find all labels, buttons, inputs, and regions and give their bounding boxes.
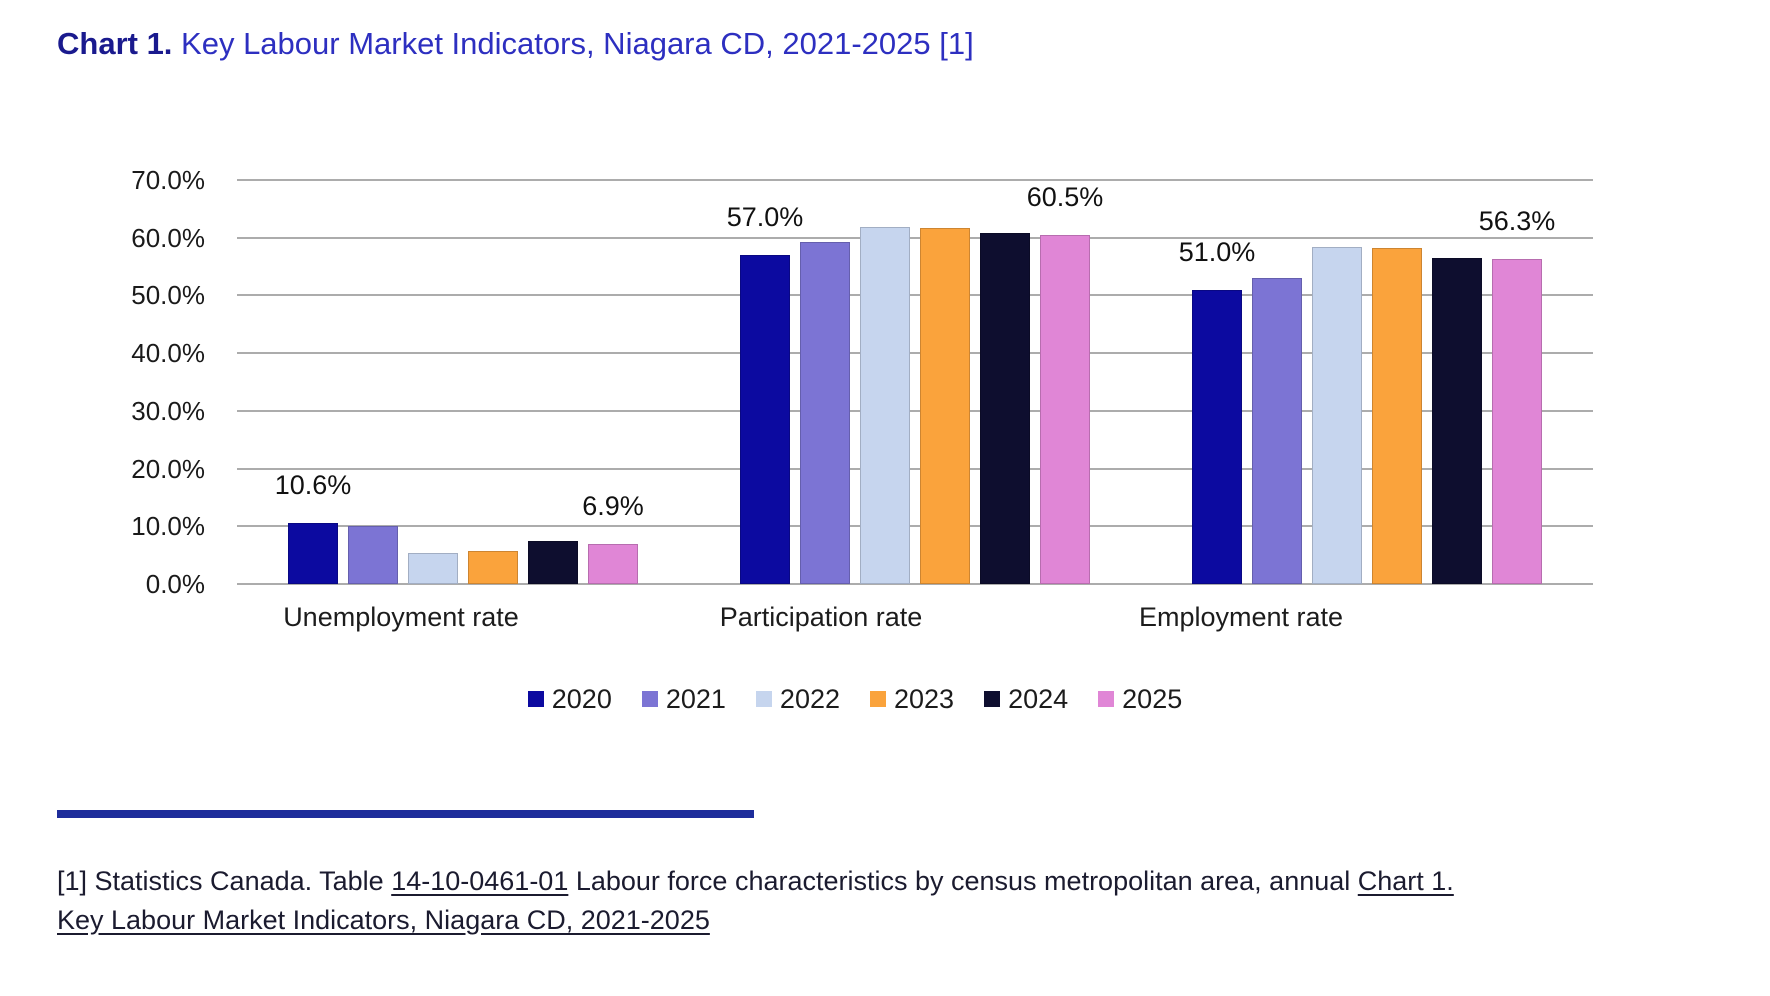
bar-2025-unemployment-rate [588,544,638,584]
y-axis-tick-label: 40.0% [131,338,205,369]
y-axis-tick-label: 50.0% [131,280,205,311]
legend-item-2022: 2022 [755,682,840,716]
y-axis-tick-label: 20.0% [131,453,205,484]
legend-swatch-2022 [755,691,772,707]
bar-2022-participation-rate [860,226,910,584]
bar-2023-employment-rate [1372,248,1422,584]
chart-title-prefix: Chart 1. [57,26,173,61]
y-axis-tick-label: 30.0% [131,395,205,426]
gridline [237,409,1593,412]
category-label-employment-rate: Employment rate [1138,602,1344,632]
footnote-link[interactable]: 14-10-0461-01 [391,866,569,896]
bar-2020-employment-rate [1192,289,1242,584]
bar-2023-unemployment-rate [468,551,518,584]
legend-item-2021: 2021 [641,682,726,716]
y-axis-tick-label: 60.0% [131,222,205,253]
gridline [237,294,1593,297]
bar-2021-employment-rate [1252,278,1302,584]
data-label: 51.0% [1178,236,1256,267]
legend-label-2024: 2024 [1008,684,1069,714]
gridline [237,179,1593,181]
legend-item-2023: 2023 [870,682,954,716]
bar-2024-participation-rate [980,233,1030,584]
legend-item-2020: 2020 [527,682,612,716]
bar-2021-unemployment-rate [348,525,398,584]
legend-swatch-2020 [527,691,544,707]
legend-label-2023: 2023 [894,684,955,714]
data-label: 56.3% [1478,206,1556,237]
legend-item-2025: 2025 [1098,682,1182,716]
bar-2025-employment-rate [1492,259,1542,584]
y-axis-tick-label: 10.0% [131,511,205,542]
bar-2021-participation-rate [800,241,850,584]
footnote: [1] Statistics Canada. Table 14-10-0461-… [57,862,1577,940]
y-axis-tick-label: 70.0% [131,165,205,195]
bar-2022-unemployment-rate [408,553,458,584]
bar-2025-participation-rate [1040,234,1090,584]
bar-2024-unemployment-rate [528,540,578,584]
chart-title-text: Key Labour Market Indicators, Niagara CD… [172,26,974,61]
chart-title: Chart 1. Key Labour Market Indicators, N… [57,26,974,62]
bar-2020-participation-rate [740,255,790,584]
legend: 2020 2021 2022 2023 2024 2025 [405,682,1305,716]
y-axis-tick-label: 0.0% [145,569,205,599]
legend-label-2021: 2021 [665,684,726,714]
legend-item-2024: 2024 [984,682,1068,716]
legend-swatch-2021 [641,691,658,707]
legend-label-2022: 2022 [779,684,840,714]
data-label: 57.0% [726,202,804,233]
gridline [237,236,1593,239]
gridline [237,467,1593,470]
legend-swatch-2024 [984,691,1001,707]
legend-swatch-2023 [870,691,886,707]
legend-label-2025: 2025 [1122,684,1183,714]
footnote-link[interactable]: Key Labour Market Indicators, Niagara CD… [57,905,710,935]
bar-2024-employment-rate [1432,258,1482,584]
legend-swatch-2025 [1098,691,1115,707]
gridline [237,583,1593,585]
gridline [237,352,1593,355]
footnote-text: Labour force characteristics by census m… [568,866,1358,896]
data-label: 60.5% [1026,181,1104,212]
data-label: 10.6% [274,469,352,500]
footnote-text: [1] Statistics Canada. Table [57,866,392,896]
legend-label-2020: 2020 [551,684,612,714]
gridline [237,525,1593,528]
bar-2023-participation-rate [920,228,970,584]
category-label-unemployment-rate: Unemployment rate [283,602,519,632]
bar-2020-unemployment-rate [288,522,338,584]
category-label-participation-rate: Participation rate [719,602,923,632]
footnote-link[interactable]: Chart 1. [1357,866,1454,896]
divider-rule [57,810,754,818]
data-label: 6.9% [582,491,644,522]
bar-2022-employment-rate [1312,246,1362,584]
